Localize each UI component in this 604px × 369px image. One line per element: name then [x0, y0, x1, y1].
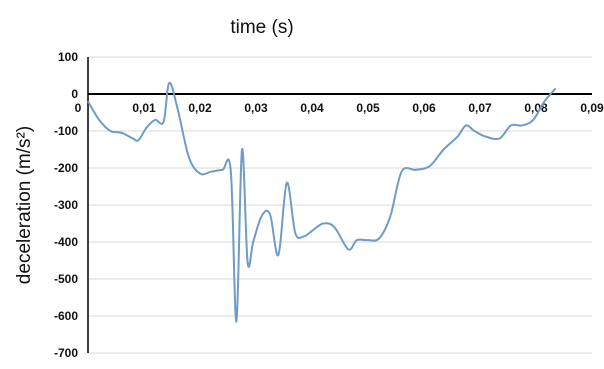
- data-point: [334, 227, 335, 228]
- data-point: [415, 169, 416, 170]
- data-point: [303, 236, 304, 237]
- x-tick-label: 0,04: [300, 101, 324, 115]
- data-point: [510, 125, 511, 126]
- data-point: [211, 171, 212, 172]
- x-tick-label: 0,09: [580, 101, 604, 115]
- data-point: [474, 130, 475, 131]
- tick-labels: 100 0 -100 -200 -300 -400 -500 -600 -700 0 0,01 0,0…: [54, 50, 604, 360]
- y-tick-label: 100: [58, 50, 78, 64]
- data-point: [230, 170, 231, 171]
- data-point: [199, 173, 200, 174]
- data-point: [169, 82, 170, 83]
- data-point: [379, 238, 380, 239]
- x-tick-label: 0,06: [412, 101, 436, 115]
- data-point: [544, 101, 545, 102]
- data-point: [323, 223, 324, 224]
- data-point: [485, 136, 486, 137]
- data-point: [367, 240, 368, 241]
- data-point: [356, 240, 357, 241]
- y-tick-label: -500: [54, 272, 78, 286]
- x-tick-label: 0,01: [132, 101, 156, 115]
- data-point: [163, 121, 164, 122]
- y-tick-label: 0: [71, 87, 78, 101]
- data-point: [138, 140, 139, 141]
- data-point: [457, 136, 458, 137]
- y-tick-label: -100: [54, 124, 78, 138]
- data-point: [390, 216, 391, 217]
- chart-title: time (s): [230, 17, 293, 38]
- y-tick-label: -700: [54, 346, 78, 360]
- x-tick-label: 0,07: [468, 101, 492, 115]
- data-point: [286, 182, 287, 183]
- y-axis-title: deceleration (m/s²): [14, 126, 35, 284]
- data-point: [99, 119, 100, 120]
- data-point: [521, 125, 522, 126]
- y-tick-label: -200: [54, 161, 78, 175]
- axes: [87, 57, 592, 353]
- data-point: [253, 241, 254, 242]
- data-point: [555, 88, 556, 89]
- x-tick-label: 0,03: [244, 101, 268, 115]
- data-point: [110, 130, 111, 131]
- data-point: [443, 149, 444, 150]
- deceleration-series-line: [87, 81, 557, 323]
- data-point: [177, 108, 178, 109]
- data-point: [499, 138, 500, 139]
- data-point: [247, 262, 248, 263]
- data-point: [401, 171, 402, 172]
- data-point: [261, 216, 262, 217]
- data-point: [533, 119, 534, 120]
- series-layer: [87, 81, 557, 323]
- data-point: [465, 125, 466, 126]
- data-point: [121, 132, 122, 133]
- data-point: [132, 138, 133, 139]
- data-point: [188, 156, 189, 157]
- x-tick-label: 0: [75, 101, 82, 115]
- data-point: [87, 101, 88, 102]
- data-point: [295, 232, 296, 233]
- data-point: [269, 214, 270, 215]
- data-point: [222, 169, 223, 170]
- data-point: [311, 230, 312, 231]
- data-point: [241, 149, 242, 150]
- data-point: [146, 127, 147, 128]
- y-tick-label: -400: [54, 235, 78, 249]
- data-point: [278, 254, 279, 255]
- x-tick-label: 0,02: [188, 101, 212, 115]
- data-point: [429, 166, 430, 167]
- y-tick-label: -300: [54, 198, 78, 212]
- grid-lines: [88, 56, 592, 354]
- data-point: [155, 119, 156, 120]
- data-point: [236, 321, 237, 322]
- data-point: [348, 249, 349, 250]
- x-tick-label: 0,05: [356, 101, 380, 115]
- y-tick-label: -600: [54, 309, 78, 323]
